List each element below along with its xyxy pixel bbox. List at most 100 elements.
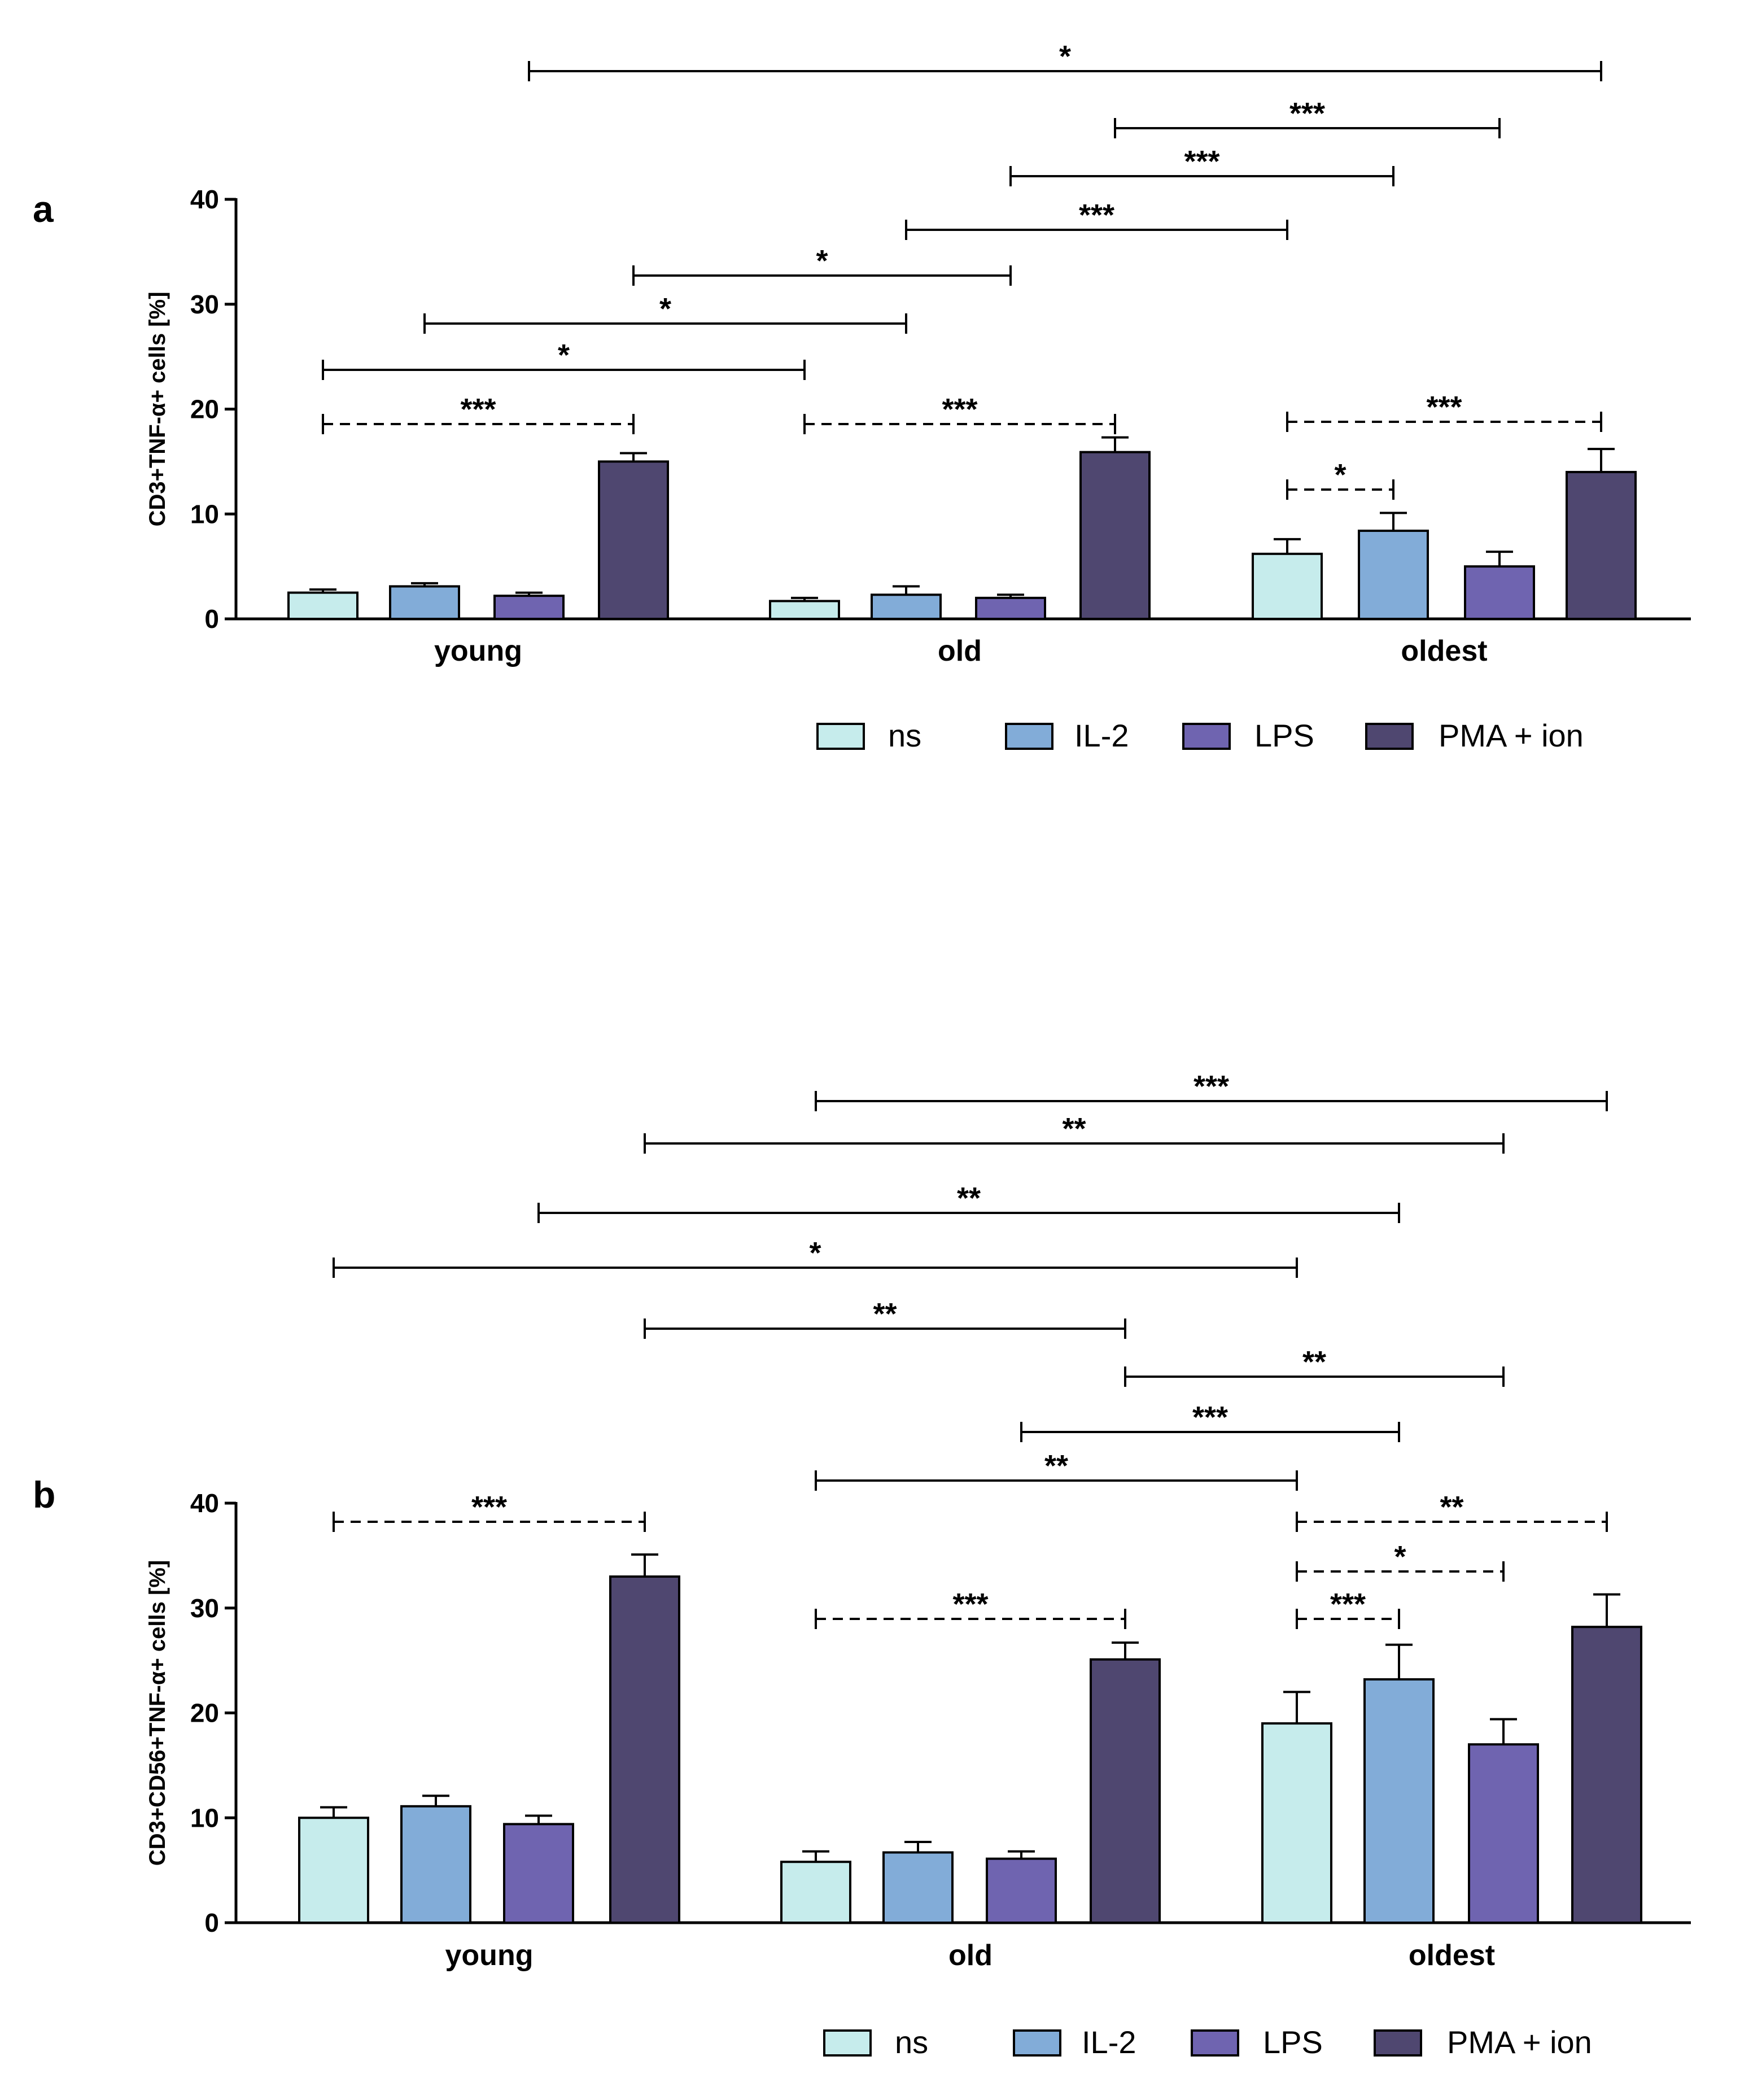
significance-label: ** [873, 1297, 897, 1331]
y-tick-label: 0 [204, 1908, 219, 1937]
significance-label: * [659, 292, 671, 326]
x-category-label: oldest [1401, 635, 1487, 667]
y-tick-label: 20 [190, 395, 219, 424]
legend-swatch [1365, 723, 1414, 750]
legend-item: ns [823, 2024, 928, 2060]
y-tick-label: 20 [190, 1699, 219, 1728]
legend-swatch [823, 2029, 872, 2057]
bar-young-pmaion [609, 1575, 680, 1924]
bar-young-lps [493, 595, 565, 621]
significance-bracket: *** [1296, 1587, 1400, 1629]
x-category-label: old [948, 1939, 993, 1972]
bar-young-il2 [400, 1805, 471, 1924]
legend: ns IL-2 LPS PMA + ion [823, 2024, 1592, 2060]
significance-label: *** [1184, 145, 1219, 178]
bar-oldest-il2 [1363, 1678, 1435, 1924]
y-axis-label: CD3+CD56+TNF-α+ cells [%] [145, 1560, 170, 1866]
significance-label: * [809, 1236, 821, 1270]
significance-label: * [1334, 458, 1346, 492]
legend-label: LPS [1263, 2024, 1323, 2060]
significance-label: *** [1426, 390, 1462, 424]
legend-label: IL-2 [1074, 718, 1129, 753]
legend-label: ns [888, 718, 921, 753]
significance-label: *** [1330, 1587, 1366, 1621]
chart-panel-a: a 0 10 20 30 40 CD3+TNF-α+ cells [%] young old ol… [33, 40, 1691, 753]
significance-bracket: *** [905, 198, 1288, 240]
legend-item: LPS [1182, 718, 1314, 753]
significance-bracket: *** [333, 1490, 646, 1532]
bar-old-pmaion [1079, 451, 1151, 620]
y-axis-label: CD3+TNF-α+ cells [%] [145, 292, 170, 527]
significance-label: * [816, 244, 828, 278]
legend-item: PMA + ion [1365, 718, 1584, 753]
significance-label: ** [1440, 1490, 1463, 1524]
y-tick-label: 0 [204, 604, 219, 634]
significance-bracket: * [333, 1236, 1298, 1278]
legend-swatch [1191, 2029, 1239, 2057]
significance-label: *** [1289, 97, 1325, 130]
significance-bracket: *** [803, 392, 1116, 434]
bar-oldest-il2 [1358, 529, 1429, 620]
y-tick-label: 40 [190, 185, 219, 214]
bar-oldest-ns [1261, 1722, 1332, 1924]
legend-label: LPS [1254, 718, 1314, 753]
x-category-label: oldest [1409, 1939, 1495, 1972]
legend-label: PMA + ion [1447, 2024, 1592, 2060]
bar-old-lps [986, 1857, 1057, 1924]
significance-bracket: * [632, 244, 1012, 286]
legend-item: ns [816, 718, 921, 753]
significance-bracket: ** [644, 1297, 1126, 1339]
chart-panel-b: b 0 10 20 30 40 CD3+CD56+TNF-α+ cells [%] young… [33, 1069, 1691, 2060]
bar-old-il2 [871, 593, 942, 620]
y-tick-label: 30 [190, 1593, 219, 1623]
bar-young-pmaion [598, 460, 669, 620]
legend-swatch [1013, 2029, 1061, 2057]
significance-label: *** [460, 392, 496, 426]
significance-bracket: *** [815, 1069, 1608, 1111]
significance-bracket: * [1286, 458, 1394, 500]
significance-bracket: *** [1286, 390, 1602, 432]
significance-bracket: ** [815, 1449, 1298, 1491]
bar-oldest-pmaion [1571, 1626, 1642, 1924]
legend-item: PMA + ion [1374, 2024, 1592, 2060]
significance-bracket: *** [1114, 97, 1501, 138]
significance-label: ** [957, 1181, 981, 1215]
bar-oldest-ns [1252, 552, 1323, 621]
significance-bracket: ** [1296, 1490, 1608, 1532]
bar-old-pmaion [1090, 1658, 1161, 1924]
legend-label: IL-2 [1082, 2024, 1136, 2060]
significance-bracket: *** [1020, 1400, 1400, 1442]
bar-young-lps [503, 1823, 574, 1924]
significance-label: *** [952, 1587, 988, 1621]
y-tick-label: 10 [190, 499, 219, 529]
legend-swatch [1374, 2029, 1422, 2057]
significance-label: *** [942, 392, 977, 426]
legend: ns IL-2 LPS PMA + ion [816, 718, 1584, 753]
significance-bracket: ** [644, 1112, 1505, 1154]
significance-bracket: ** [1124, 1345, 1505, 1387]
significance-label: * [1394, 1540, 1406, 1574]
x-category-label: young [434, 635, 522, 667]
significance-label: *** [471, 1490, 507, 1524]
bar-young-il2 [389, 585, 460, 620]
legend-label: PMA + ion [1439, 718, 1584, 753]
bar-oldest-pmaion [1566, 470, 1637, 620]
significance-label: * [558, 338, 570, 372]
legend-swatch [1005, 723, 1053, 750]
significance-bracket: * [528, 40, 1602, 81]
significance-label: ** [1302, 1345, 1326, 1379]
bar-oldest-lps [1468, 1743, 1539, 1924]
y-tick-label: 30 [190, 290, 219, 319]
bar-oldest-lps [1464, 565, 1535, 620]
significance-bracket: *** [1009, 145, 1394, 186]
legend-item: IL-2 [1005, 718, 1129, 753]
bar-young-ns [298, 1817, 369, 1924]
legend-swatch [1182, 723, 1231, 750]
legend-label: ns [895, 2024, 928, 2060]
significance-bracket: *** [815, 1587, 1126, 1629]
panel-label: a [33, 188, 54, 230]
significance-bracket: * [322, 338, 806, 380]
panel-label: b [33, 1474, 55, 1516]
legend-item: LPS [1191, 2024, 1323, 2060]
